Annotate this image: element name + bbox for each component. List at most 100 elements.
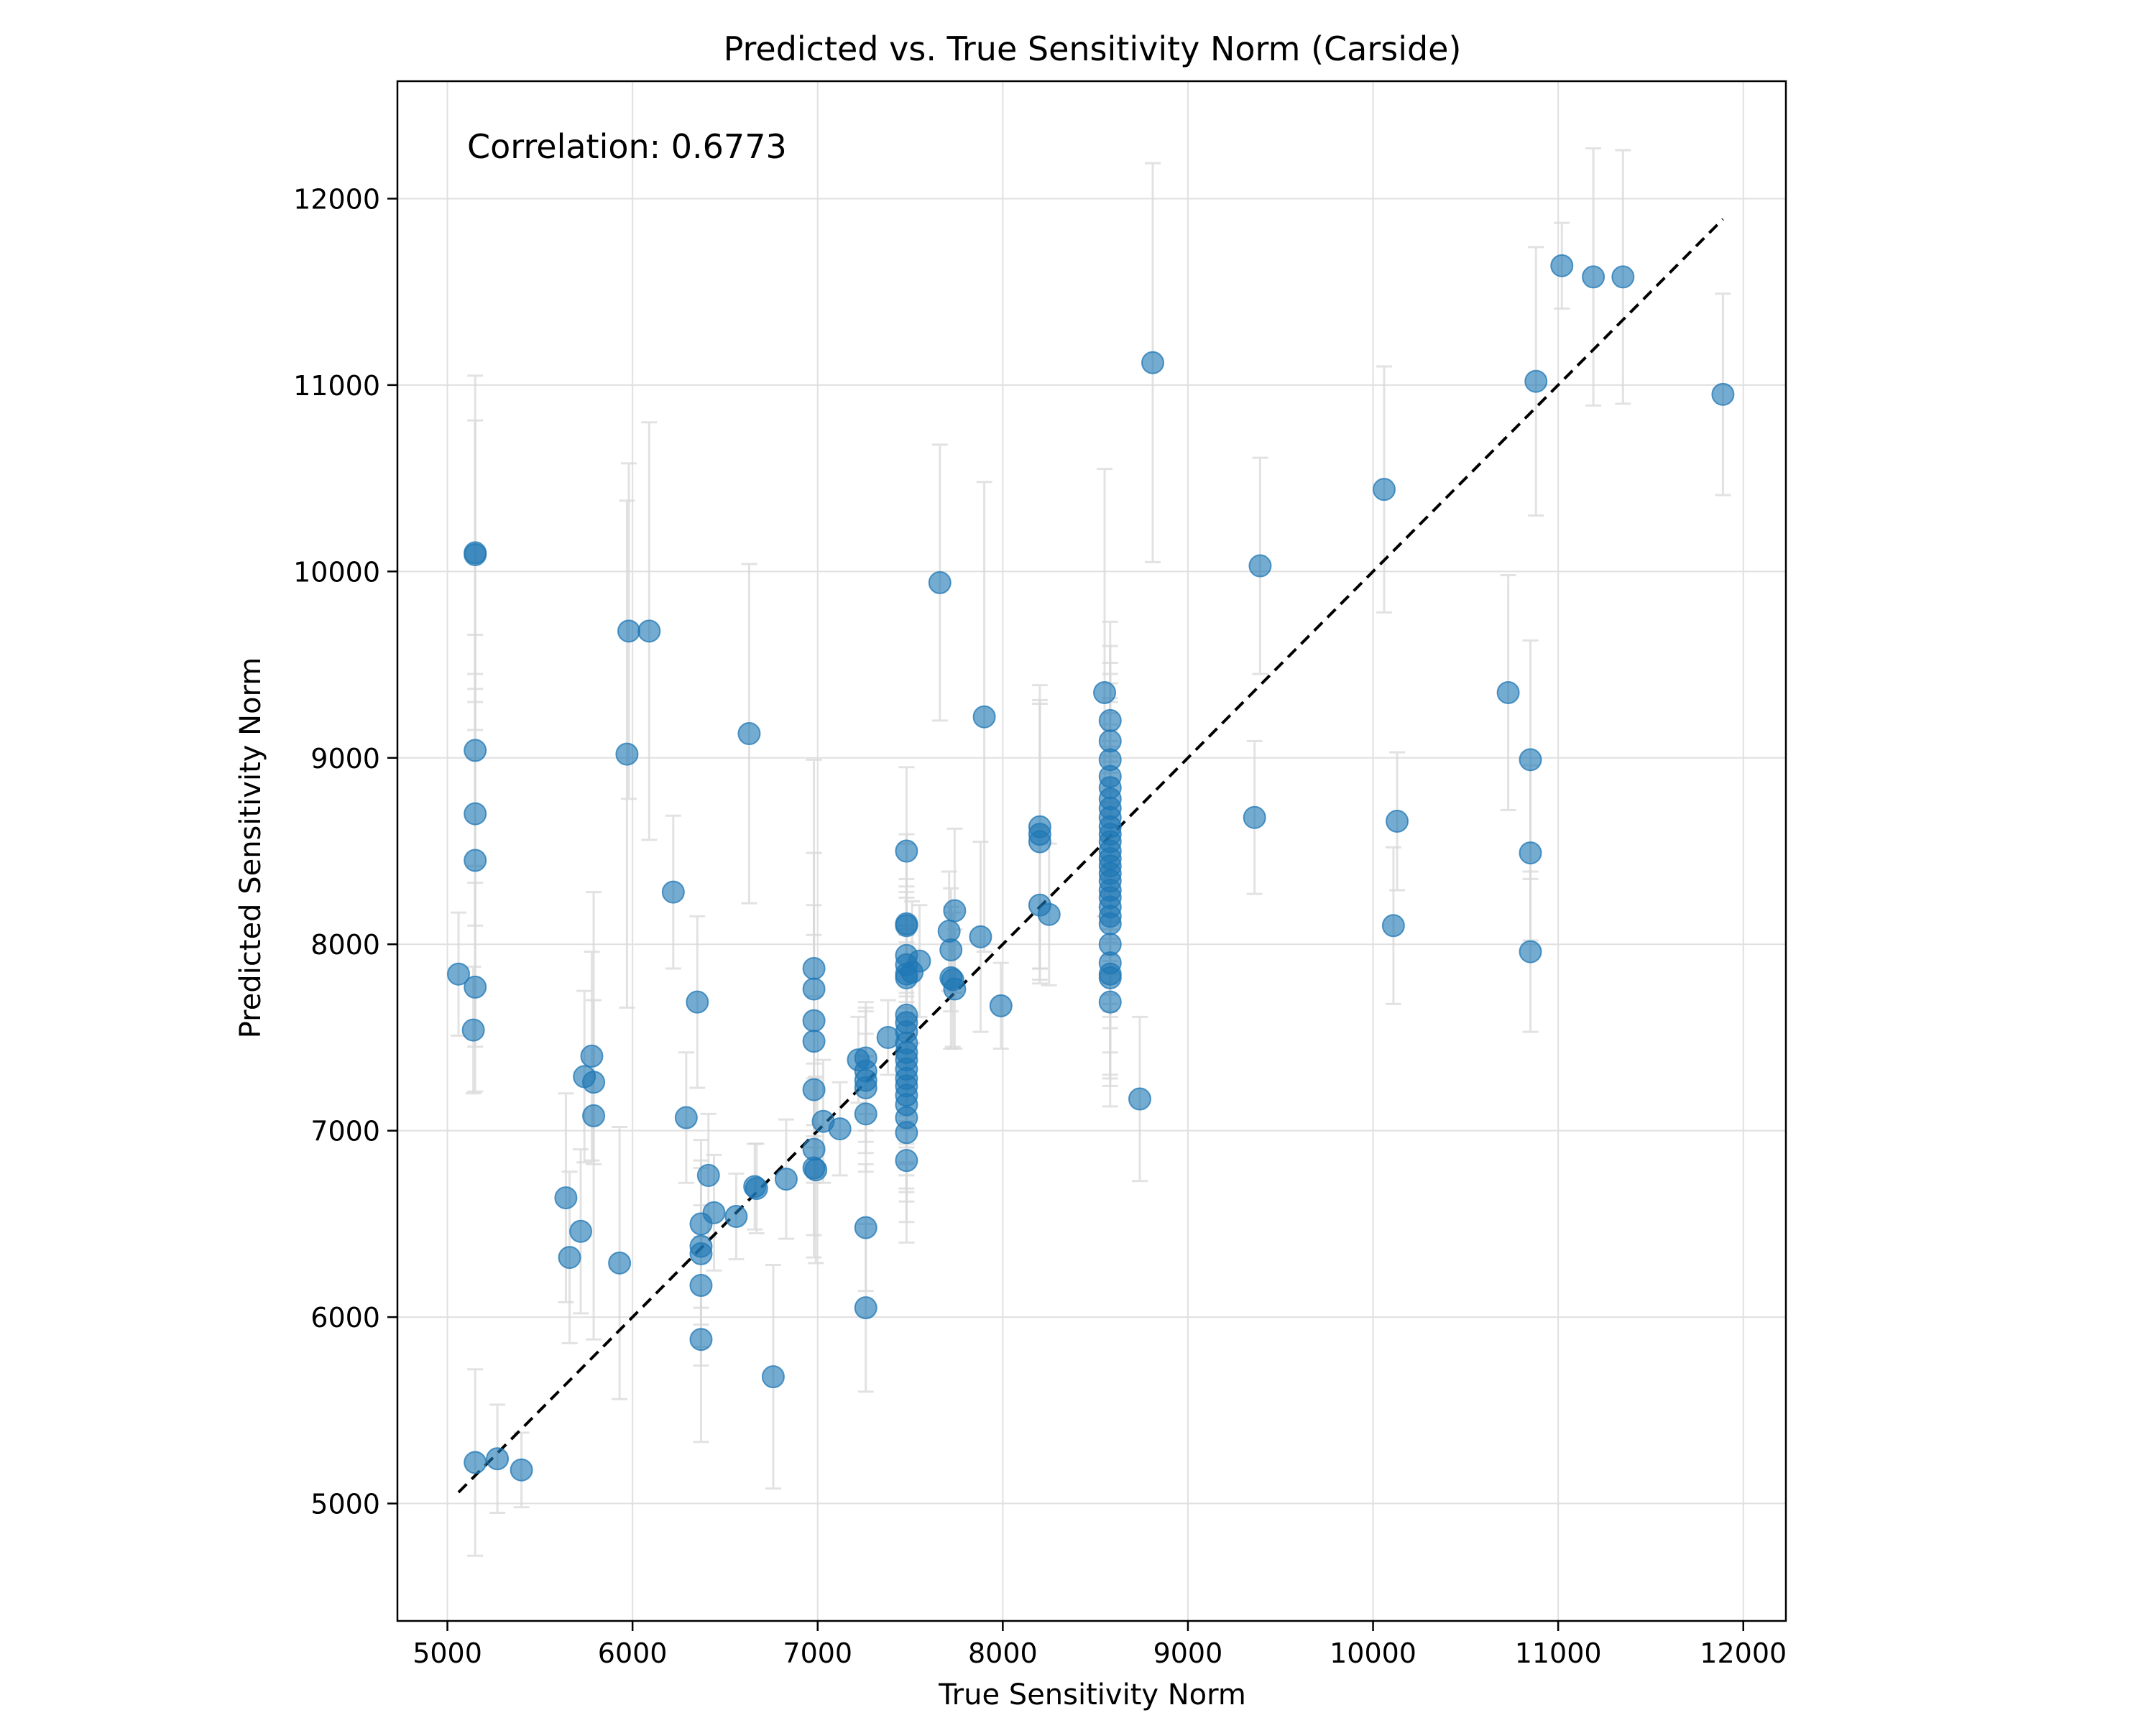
data-point [939,938,963,962]
data-point [464,975,487,999]
y-tick-label: 8000 [310,929,380,961]
data-point [661,880,685,904]
data-point [854,1296,877,1320]
data-point [696,1163,720,1187]
data-point [1028,830,1051,854]
y-tick-label: 11000 [293,370,380,402]
data-point [554,1186,578,1210]
data-point [461,1018,485,1042]
data-point [1519,841,1542,865]
y-tick-label: 12000 [293,183,380,215]
x-tick-label: 7000 [783,1637,852,1669]
data-point [1141,351,1165,374]
data-point [895,914,918,938]
data-point [447,962,471,986]
data-point [802,977,826,1001]
data-point [1386,809,1409,833]
data-point [895,1121,918,1145]
data-point [802,1078,826,1101]
data-point [802,1030,826,1053]
data-point [908,949,931,973]
data-point [828,1117,852,1141]
data-point [702,1201,726,1224]
chart-title: Predicted vs. True Sensitivity Norm (Car… [724,29,1462,68]
data-point [774,1168,798,1191]
data-point [582,1104,606,1127]
data-point [1381,914,1405,938]
data-point [724,1205,748,1229]
data-point [943,977,967,1001]
data-point [1037,902,1061,926]
y-tick-label: 7000 [310,1116,380,1147]
data-point [1373,478,1396,502]
identity-line [457,218,1724,1494]
x-tick-label: 8000 [968,1637,1038,1669]
data-point [686,990,709,1014]
x-tick-label: 10000 [1330,1637,1416,1669]
data-point [558,1246,581,1270]
x-tick-label: 5000 [413,1637,482,1669]
data-point [737,722,761,746]
data-point [895,839,918,863]
data-point [1711,382,1735,406]
data-point [802,956,826,980]
y-tick-label: 6000 [310,1302,380,1334]
point-layer [447,254,1735,1482]
data-point [486,1447,510,1471]
data-point [569,1219,593,1243]
data-point [615,742,639,766]
x-tick-label: 6000 [598,1637,668,1669]
data-point [1519,940,1542,964]
data-point [1496,680,1520,704]
data-point [854,1216,877,1239]
data-point [689,1274,713,1298]
data-point [464,1451,487,1474]
x-tick-label: 11000 [1515,1637,1602,1669]
x-axis-label: True Sensitivity Norm [938,1678,1246,1711]
data-point [854,1102,877,1126]
data-point [1098,966,1122,989]
data-point [464,802,487,826]
data-point [943,899,967,923]
tick-layer: 5000 6000 7000 8000 9000 10000 11000 12000 5000 6… [293,183,1787,1669]
data-point [804,1158,828,1182]
data-point [580,1044,604,1068]
data-point [1611,265,1635,289]
data-point [854,1076,877,1099]
x-tick-label: 9000 [1153,1637,1223,1669]
data-point [928,570,952,594]
data-point [1098,990,1122,1014]
data-point [464,849,487,872]
data-point [1098,912,1122,935]
correlation-annotation: Correlation: 0.6773 [467,127,787,166]
data-point [510,1458,533,1482]
data-point [969,925,992,948]
data-point [674,1106,698,1129]
data-point [761,1365,785,1389]
data-point [689,1328,713,1352]
data-point [1093,680,1117,704]
data-point [1550,254,1574,277]
x-tick-label: 12000 [1700,1637,1787,1669]
y-tick-label: 10000 [293,556,380,588]
data-point [689,1242,713,1265]
data-point [1248,554,1272,578]
data-point [1098,708,1122,732]
data-point [895,1149,918,1173]
y-tick-label: 9000 [310,743,380,775]
data-point [802,1009,826,1032]
data-point [1524,369,1548,393]
data-point [972,705,996,729]
data-point [1582,265,1606,289]
y-tick-label: 5000 [310,1489,380,1520]
data-point [617,619,640,643]
plot-frame [396,80,1787,1622]
data-point [1519,748,1542,772]
data-point [582,1071,606,1094]
y-axis-label: Predicted Sensitivity Norm [234,657,267,1039]
data-point [464,739,487,762]
data-point [608,1251,632,1275]
